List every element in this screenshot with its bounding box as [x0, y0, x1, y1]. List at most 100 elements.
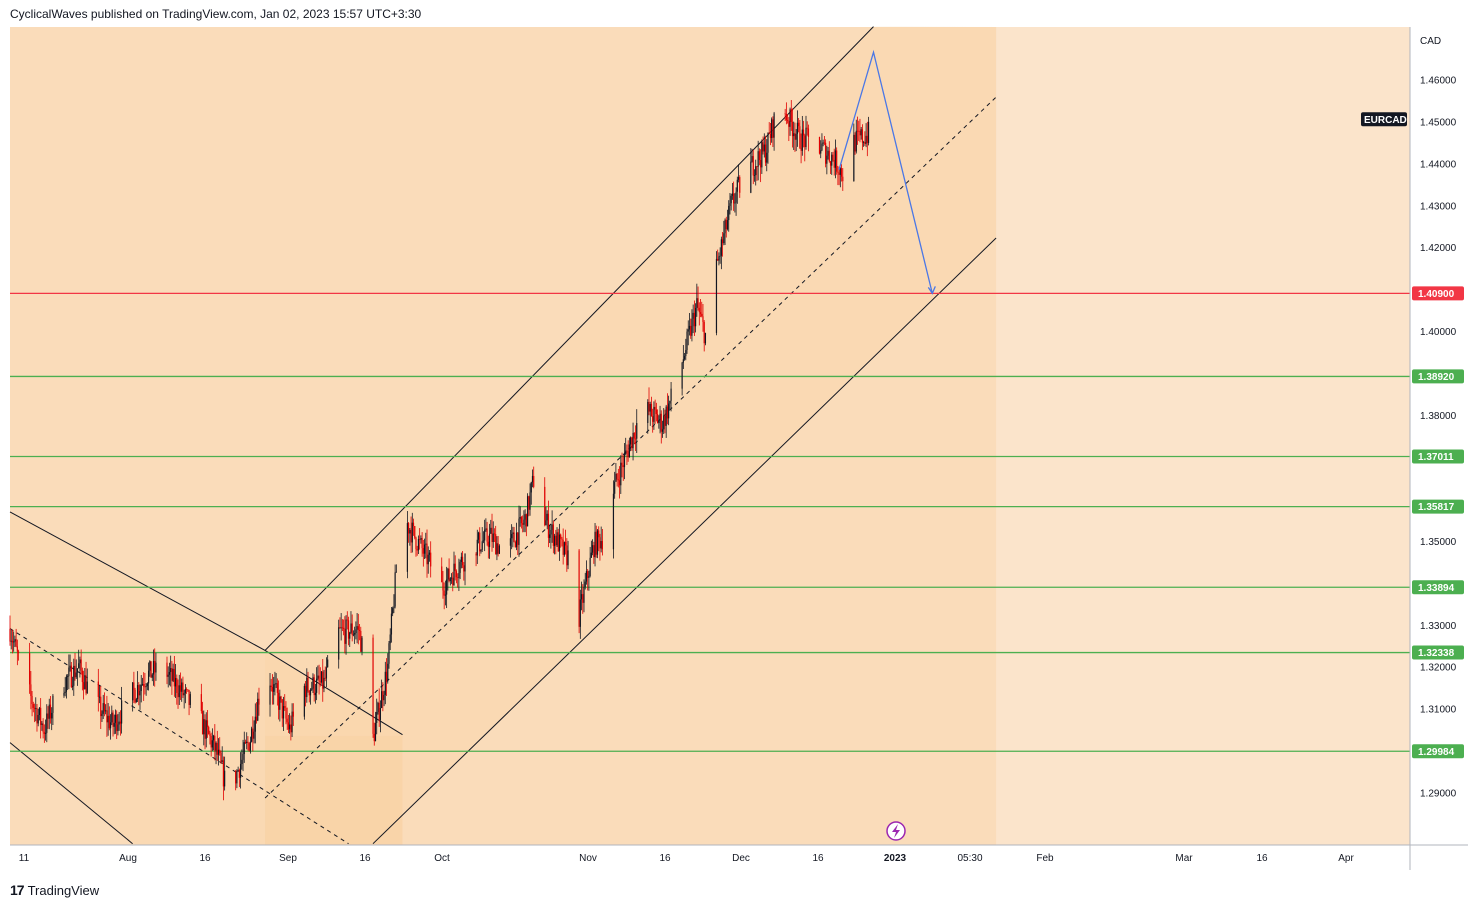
candle-body-399: [695, 307, 697, 327]
candle-body-56: [107, 715, 109, 723]
time-tick-6: Nov: [579, 853, 597, 864]
candle-body-176: [313, 677, 315, 696]
level-badge-label-1: 1.38920: [1418, 372, 1455, 383]
candle-body-483: [837, 171, 839, 173]
candle-body-485: [839, 168, 841, 175]
candle-body-35: [71, 685, 74, 687]
candle-body-118: [212, 735, 215, 741]
candle-body-264: [460, 556, 462, 562]
candle-body-273: [481, 541, 483, 550]
candle-body-107: [189, 694, 191, 705]
candle-body-172: [308, 690, 310, 696]
candle-body-72: [136, 685, 139, 700]
candle-body-282: [492, 533, 494, 543]
candle-body-339: [591, 545, 594, 553]
candle-body-450: [787, 120, 789, 122]
candle-body-401: [697, 298, 699, 308]
candle-body-458: [796, 122, 799, 134]
candle-body-413: [721, 239, 724, 244]
candle-body-205: [358, 629, 361, 631]
candle-body-361: [628, 444, 630, 458]
candle-body-77: [143, 683, 145, 687]
lightning-icon[interactable]: [886, 821, 906, 841]
candle-body-147: [258, 698, 260, 705]
level-badge-label-0: 1.40900: [1418, 289, 1455, 300]
candle-body-222: [389, 634, 391, 644]
candle-body-323: [562, 539, 564, 555]
candle-body-129: [236, 771, 238, 784]
candle-body-152: [274, 683, 276, 685]
candle-body-234: [414, 525, 416, 538]
candle-body-201: [354, 633, 356, 635]
candle-body-497: [864, 142, 866, 144]
candle-body-221: [388, 643, 390, 664]
candle-body-167: [292, 711, 294, 717]
candle-body-85: [152, 660, 155, 675]
candle-body-387: [670, 388, 672, 401]
candle-body-203: [356, 626, 358, 630]
candle-body-253: [447, 568, 449, 580]
chart-background: [10, 26, 1410, 846]
candle-body-178: [316, 678, 318, 693]
candle-body-190: [340, 627, 342, 629]
candle-body-163: [287, 722, 290, 730]
currency-label: CAD: [1420, 36, 1441, 47]
candle-body-250: [443, 590, 445, 596]
candle-body-233: [412, 522, 415, 526]
tradingview-logo[interactable]: 17: [10, 882, 25, 898]
candle-body-191: [341, 627, 343, 629]
candle-body-389: [682, 359, 684, 363]
time-tick-0: 11: [19, 853, 30, 864]
tradingview-brand[interactable]: TradingView: [27, 882, 100, 898]
candle-body-143: [253, 731, 255, 739]
candle-body-181: [319, 681, 321, 683]
candle-body-422: [733, 193, 735, 204]
candle-body-92: [171, 668, 173, 681]
candle-body-256: [450, 577, 453, 579]
candle-body-325: [565, 542, 567, 546]
candle-body-304: [529, 492, 531, 510]
candle-body-160: [284, 706, 286, 708]
candle-body-382: [664, 415, 666, 426]
candle-body-248: [441, 566, 443, 583]
candle-body-94: [173, 668, 175, 687]
candle-body-209: [373, 733, 375, 742]
candle-body-114: [208, 727, 210, 735]
candle-body-412: [720, 239, 722, 256]
candle-body-443: [768, 132, 770, 134]
candle-body-468: [818, 136, 821, 154]
candle-body-340: [593, 545, 595, 558]
old-channel-lower-line: [9, 742, 133, 845]
level-badge-3: [1412, 499, 1464, 514]
candle-body-397: [692, 312, 694, 319]
candle-body-403: [699, 312, 702, 314]
candle-body-20: [43, 732, 45, 734]
candle-body-194: [345, 619, 347, 644]
candle-body-171: [307, 677, 309, 691]
candle-body-170: [306, 677, 308, 698]
candle-body-57: [108, 715, 110, 729]
candle-body-295: [518, 518, 520, 545]
price-chart[interactable]: CAD 1.29000 1.31000 1.32000 1.33000 1.35000 1.…: [0, 0, 1478, 880]
candle-body-472: [823, 142, 825, 144]
candle-body-97: [177, 692, 179, 698]
candle-body-285: [496, 543, 498, 555]
candle-body-174: [311, 688, 313, 690]
candle-body-247: [430, 552, 432, 567]
candle-body-189: [339, 627, 341, 629]
candle-body-257: [452, 577, 454, 586]
candle-body-410: [718, 256, 720, 261]
candle-body-418: [728, 205, 730, 221]
candle-body-63: [116, 714, 118, 732]
level-badge-4: [1412, 580, 1464, 595]
candle-body-22: [46, 713, 48, 733]
candle-body-266: [463, 565, 465, 572]
candle-body-473: [825, 142, 827, 164]
candle-body-400: [696, 298, 698, 308]
candle-body-429: [751, 156, 753, 162]
candle-body-328: [578, 550, 580, 627]
candle-body-87: [155, 662, 157, 673]
candle-body-179: [317, 675, 319, 679]
candle-body-447: [773, 113, 775, 138]
candle-body-446: [772, 119, 774, 138]
